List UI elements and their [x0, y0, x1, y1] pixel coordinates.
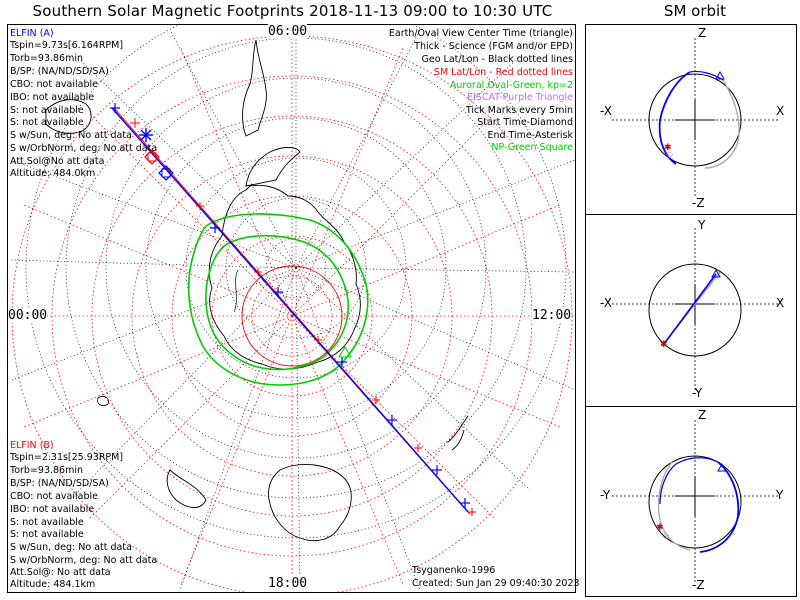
elfin-b-info-line: S: not available — [10, 529, 84, 540]
svg-text:✱: ✱ — [660, 340, 668, 350]
orbit-panel-yz-frame — [585, 406, 797, 597]
axis-label-bottom: -Z — [692, 196, 705, 210]
australia-coastline — [268, 464, 352, 542]
orbit-title: SM orbit — [663, 2, 727, 20]
svg-text:✱: ✱ — [664, 143, 672, 153]
elfin-a-info-line: S w/OrbNorm, deg: No att data — [10, 143, 158, 154]
axis-label-bottom: -Z — [692, 578, 705, 592]
elfin-b-header: ELFIN (B) — [10, 440, 54, 451]
antarctica-coastline — [208, 147, 361, 370]
clock-label-top: 06:00 — [268, 24, 308, 39]
orbit-panel-xy: ✱ — [612, 228, 778, 390]
orbit-a-path — [663, 273, 717, 345]
elfin-b-info-line: Tspin=2.31s[25.93RPM] — [10, 452, 124, 463]
elfin-b-info-line: B/SP: (NA/ND/SD/SA) — [10, 478, 109, 489]
sm-inner-circle — [241, 265, 343, 367]
legend-item: NP-Green Square — [491, 142, 573, 153]
legend-item: Start Time-Diamond — [477, 117, 573, 128]
axis-label-right: X — [776, 104, 785, 118]
view-center-triangle — [338, 346, 352, 358]
legend-item: Geo Lat/Lon - Black dotted lines — [421, 54, 573, 65]
elfin-a-info-line: CBO: not available — [10, 79, 98, 90]
elfin-b-info-line: S w/Sun, deg: No att data — [10, 542, 132, 553]
axis-label-top: Z — [698, 26, 707, 40]
legend-item: EISCAT-Purple Triangle — [467, 92, 573, 103]
elfin-b-info-line: S: not available — [10, 517, 84, 528]
elfin-b-info-line: Altitude: 484.1km — [10, 579, 96, 590]
sm-grid — [10, 26, 575, 592]
legend-item: Earth/Oval View Center Time (triangle) — [388, 28, 573, 39]
elfin-a-info-line: S: not available — [10, 117, 84, 128]
clock-label-right: 12:00 — [532, 308, 572, 323]
indonesia-coastline — [166, 469, 207, 508]
polar-map — [9, 25, 575, 592]
axis-label-top: Y — [698, 218, 706, 232]
elfin-a-info-line: Torb=93.86min — [10, 53, 84, 64]
elfin-b-info-line: Torb=93.86min — [10, 465, 84, 476]
elfin-a-ticks — [110, 103, 470, 508]
orbit-panel-xy-frame — [585, 214, 797, 407]
island-coastline — [97, 396, 109, 406]
legend-item: Thick - Science (FGM and/or EPD) — [414, 41, 573, 52]
axis-label-top: Z — [698, 408, 707, 422]
orbit-a-path — [658, 71, 691, 165]
elfin-b-info-line: CBO: not available — [10, 491, 98, 502]
axis-label-bottom: -Y — [692, 386, 703, 400]
elfin-a-info-line: B/SP: (NA/ND/SD/SA) — [10, 66, 109, 77]
elfin-b-ticks — [130, 118, 476, 516]
clock-label-bottom: 18:00 — [268, 576, 308, 591]
elfin-a-info-line: IBO: not available — [10, 92, 95, 103]
end-asterisk-a — [139, 128, 153, 142]
axis-label-right: X — [776, 296, 785, 310]
svg-text:◇: ◇ — [662, 531, 669, 541]
south-america-coastline — [242, 39, 267, 137]
figure-title: Southern Solar Magnetic Footprints 2018-… — [32, 2, 553, 20]
clock-label-left: 00:00 — [8, 308, 48, 323]
elfin-a-info-line: S w/Sun, deg: No att data — [10, 130, 132, 141]
elfin-a-info-line: Tspin=9.73s[6.164RPM] — [10, 40, 124, 51]
created-label: Created: Sun Jan 29 09:40:30 2023 — [412, 578, 580, 589]
legend-item: Auroral Oval-Green, kp=2 — [449, 80, 573, 91]
orbit-a-path — [699, 461, 740, 553]
model-label: Tsyganenko-1996 — [412, 565, 496, 576]
auroral-oval-inner — [205, 234, 350, 371]
new-zealand-coastline — [447, 415, 469, 451]
axis-label-left: -X — [600, 296, 612, 310]
orbit-panel-yz: ✱ ◇ — [612, 420, 778, 582]
elfin-b-info-line: IBO: not available — [10, 504, 95, 515]
svg-text:✱: ✱ — [656, 523, 664, 533]
elfin-a-info-line: S: not available — [10, 105, 84, 116]
elfin-b-info-line: Att.Sol@: No att data — [10, 567, 111, 578]
africa-coastline — [45, 99, 92, 134]
orbit-panel-xz: ✱ ◇ — [612, 38, 778, 198]
auroral-oval-outer — [187, 213, 369, 386]
elfin-a-info-line: Att.Sol@No att data — [10, 156, 105, 167]
start-diamonds — [144, 149, 174, 181]
elfin-a-info-line: Altitude: 484.0km — [10, 168, 96, 179]
elfin-a-header: ELFIN (A) — [10, 28, 54, 39]
svg-text:◇: ◇ — [666, 150, 673, 160]
axis-label-left: -X — [600, 104, 612, 118]
legend-item: Tick Marks every 5min — [465, 105, 573, 116]
ice-shelf — [233, 269, 239, 313]
legend-item: End Time-Asterisk — [487, 130, 573, 141]
axis-label-right: Y — [776, 488, 784, 502]
axis-label-left: -Y — [600, 488, 611, 502]
legend-item: SM Lat/Lon - Red dotted lines — [433, 67, 573, 78]
elfin-b-info-line: S w/OrbNorm, deg: No att data — [10, 555, 158, 566]
